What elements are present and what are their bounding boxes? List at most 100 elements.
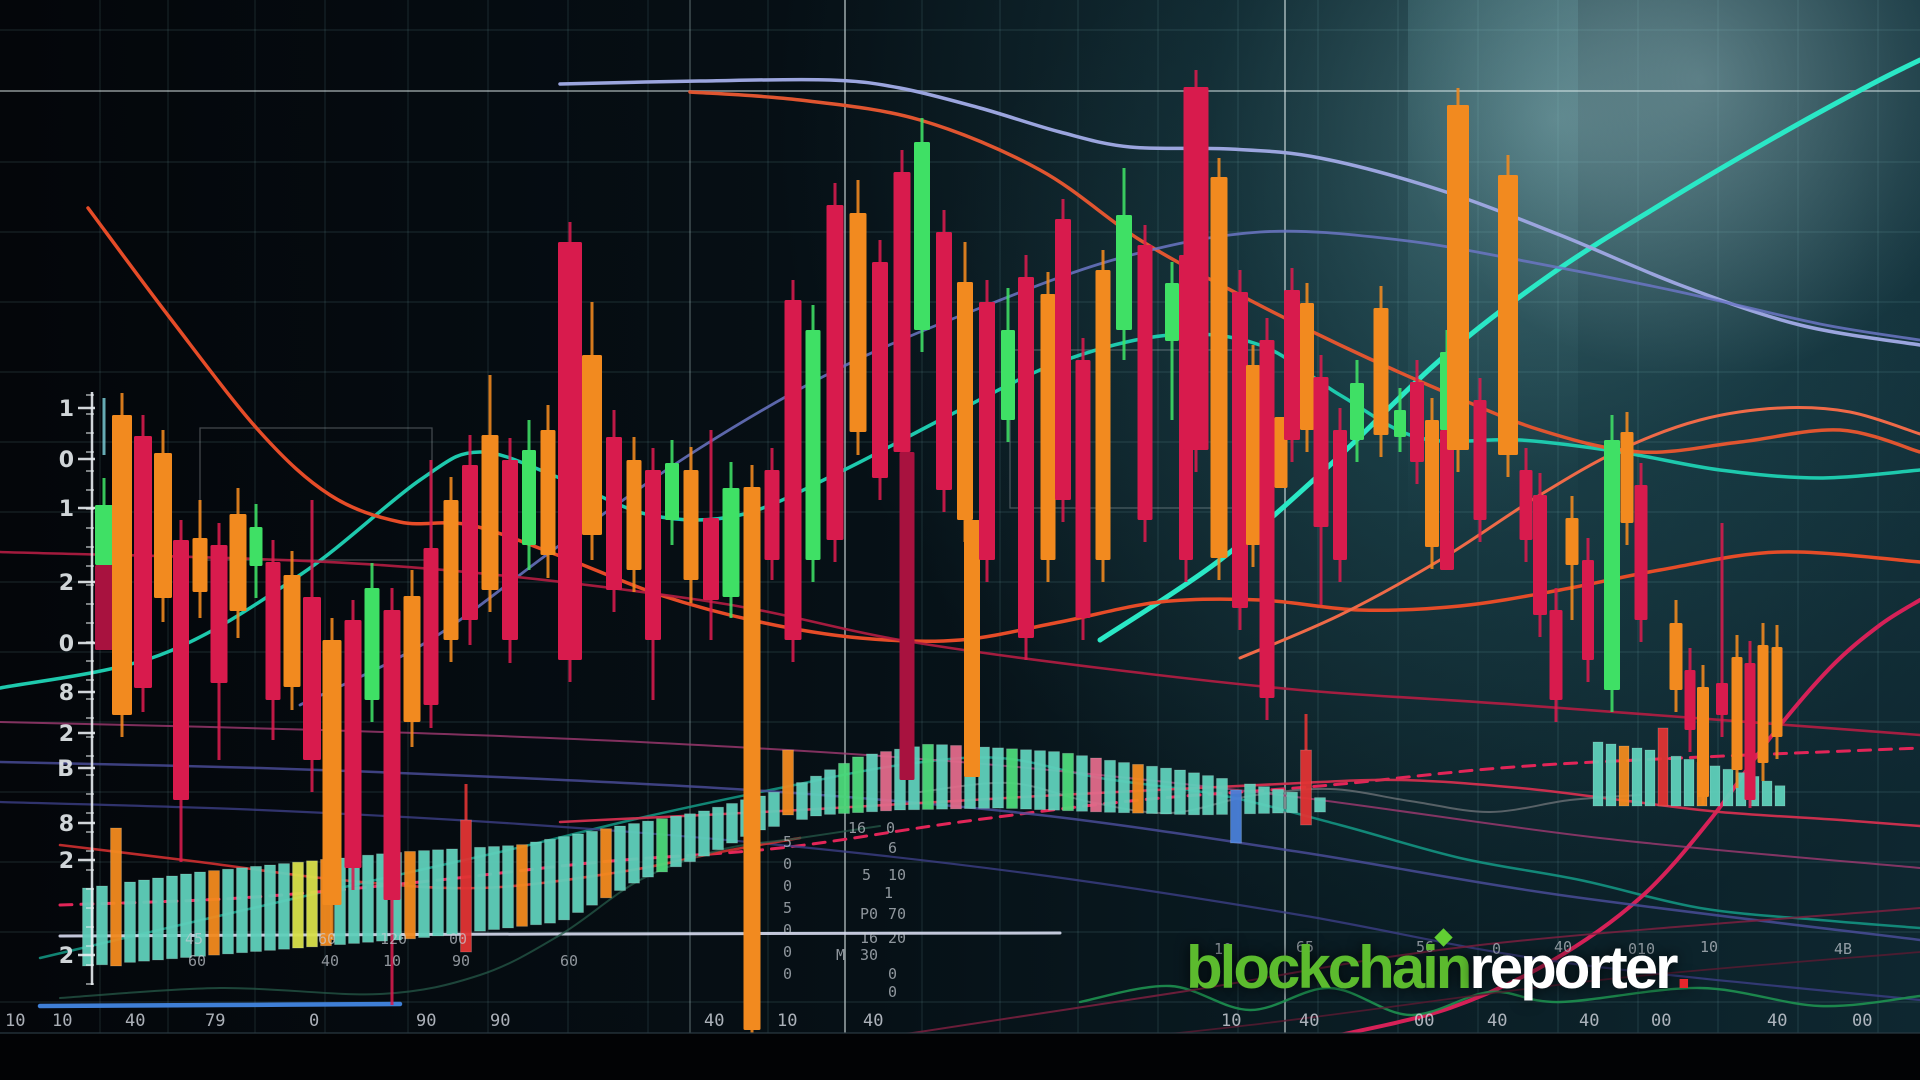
- candle-body: [872, 262, 888, 478]
- volume-bar: [1216, 778, 1228, 815]
- scatter-label: 40: [1299, 1011, 1319, 1031]
- candle-body: [1498, 175, 1518, 455]
- volume-wick: [464, 784, 468, 820]
- scatter-label: 5: [783, 833, 792, 851]
- volume-bar: [1146, 765, 1158, 814]
- y-axis-label: 2: [59, 722, 74, 747]
- scatter-label: 45: [185, 930, 203, 948]
- volume-bar: [1722, 768, 1734, 807]
- candle-body: [1447, 105, 1469, 450]
- candle-body: [1001, 330, 1015, 420]
- scatter-label: 00: [1852, 1011, 1872, 1031]
- scatter-label: 00: [449, 930, 467, 948]
- indicator-line-periwinkle-top: [558, 77, 1920, 347]
- volume-bar: [572, 833, 584, 913]
- volume-bar: [684, 813, 696, 863]
- candle-body: [558, 242, 582, 660]
- candle-body: [229, 514, 247, 611]
- y-axis-label: B: [57, 757, 74, 782]
- volume-bar: [222, 868, 234, 955]
- candle-body: [1183, 87, 1209, 450]
- indicator-line-crimson-flat: [0, 550, 1920, 737]
- scatter-label: 56: [1416, 938, 1434, 956]
- candle-body: [849, 213, 867, 432]
- scatter-label: 0: [309, 1011, 319, 1031]
- candle-body: [1771, 647, 1783, 737]
- volume-bar: [1670, 755, 1682, 807]
- candle-body: [957, 282, 973, 520]
- scatter-label: 0: [886, 819, 895, 837]
- volume-bar: [278, 863, 290, 950]
- volume-bar: [698, 810, 710, 857]
- scatter-label: 0: [783, 877, 792, 895]
- volume-bar: [1076, 755, 1088, 812]
- scatter-label: 00: [1651, 1011, 1671, 1031]
- candle-body: [1075, 360, 1091, 618]
- candle-body: [112, 415, 132, 715]
- candle-body: [626, 460, 642, 570]
- scatter-label: 90: [452, 952, 470, 970]
- candle-body: [462, 465, 478, 620]
- indicator-line-green-br: [1078, 984, 1920, 1017]
- volume-bar: [96, 885, 108, 966]
- scatter-label: 60: [318, 930, 336, 948]
- brand-logo: blockchainreporter.: [1186, 928, 1692, 998]
- volume-bar: [1258, 786, 1270, 814]
- volume-bar: [264, 864, 276, 951]
- candle-body: [722, 488, 740, 597]
- scatter-label: 60: [188, 952, 206, 970]
- scatter-label: 65: [1296, 938, 1314, 956]
- candle-body: [173, 540, 189, 800]
- candle-body: [1744, 663, 1756, 800]
- scatter-label: 0: [783, 943, 792, 961]
- scatter-label: 10: [888, 866, 906, 884]
- volume-bar: [1202, 775, 1214, 816]
- scatter-label: 0: [783, 921, 792, 939]
- scatter-label: 10: [1221, 1011, 1241, 1031]
- candle-body: [1040, 294, 1056, 560]
- volume-bar: [1314, 797, 1326, 813]
- candle-body: [893, 172, 911, 452]
- scatter-label: 40: [1487, 1011, 1507, 1031]
- volume-bar: [1188, 772, 1200, 816]
- scatter-label: 0: [783, 965, 792, 983]
- volume-bar: [838, 762, 850, 814]
- volume-bar: [1286, 791, 1298, 814]
- scatter-label: 0: [1492, 940, 1501, 958]
- volume-bar: [782, 749, 794, 816]
- volume-bar: [1062, 752, 1074, 812]
- candle-body: [1313, 377, 1329, 527]
- y-axis-label: 2: [59, 944, 74, 969]
- volume-bar: [992, 747, 1004, 809]
- volume-bar: [628, 823, 640, 884]
- candle-body: [249, 527, 263, 566]
- scatter-label: 60: [560, 952, 578, 970]
- candle-body: [210, 545, 228, 683]
- y-axis-label: 1: [59, 497, 74, 522]
- candle-body: [192, 538, 208, 592]
- candle-body: [1165, 283, 1179, 341]
- candle-body: [1533, 495, 1547, 615]
- volume-bar: [1006, 748, 1018, 809]
- candle-body: [1440, 430, 1454, 570]
- scatter-label: 40: [1554, 938, 1572, 956]
- candle-body: [606, 437, 622, 590]
- scatter-label: 4B: [1834, 940, 1852, 958]
- volume-bar: [810, 775, 822, 817]
- volume-bar: [306, 860, 318, 948]
- y-axis-layer: 1 0 1 2 0 8 2 B 8 2 2: [57, 392, 106, 985]
- candle-body: [914, 142, 930, 330]
- y-axis-label: 8: [59, 681, 74, 706]
- volume-bar: [152, 877, 164, 961]
- candle-body: [805, 330, 821, 560]
- scatter-label: M: [836, 946, 845, 964]
- volume-bar: [1034, 750, 1046, 811]
- volume-bar: [1160, 767, 1172, 815]
- scatter-label: 5: [783, 899, 792, 917]
- scatter-label: 010: [1628, 940, 1655, 958]
- y-axis-label: 1: [59, 397, 74, 422]
- volume-bar: [712, 806, 724, 851]
- indicator-line-fan-1: [879, 907, 1920, 1039]
- candle-body: [522, 450, 536, 545]
